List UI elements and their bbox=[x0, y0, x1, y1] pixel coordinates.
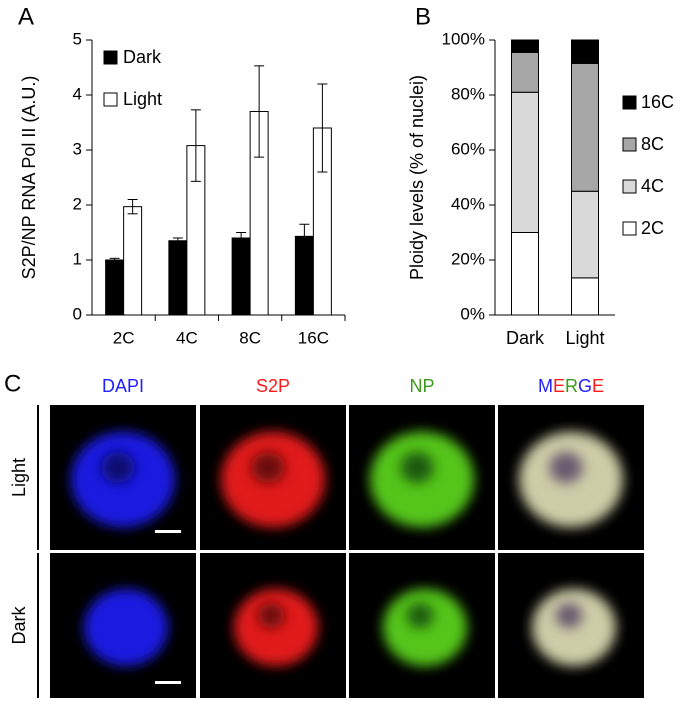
column-header: NP bbox=[409, 376, 434, 396]
y-axis-label: S2P/NP RNA Pol II (A.U.) bbox=[19, 76, 39, 280]
y-tick-label: 0 bbox=[73, 304, 82, 323]
legend-label: 8C bbox=[641, 134, 664, 154]
row-label: Light bbox=[9, 458, 29, 497]
nucleolus bbox=[101, 451, 135, 484]
y-tick-label: 1 bbox=[73, 249, 82, 268]
scale-bar bbox=[155, 530, 181, 533]
error-bar bbox=[317, 83, 328, 173]
error-bar bbox=[109, 257, 120, 263]
panel-label: C bbox=[4, 370, 21, 397]
legend-swatch bbox=[103, 50, 118, 65]
x-tick-label: Dark bbox=[506, 328, 545, 348]
bar-segment bbox=[511, 232, 539, 316]
error-bar bbox=[190, 109, 201, 182]
y-tick-label: 100% bbox=[442, 29, 485, 48]
legend-label: Light bbox=[123, 89, 162, 109]
y-tick-label: 4 bbox=[73, 84, 82, 103]
error-bar bbox=[172, 237, 183, 244]
legend-label: 16C bbox=[641, 92, 674, 112]
x-tick-label: 4C bbox=[176, 328, 198, 347]
bar bbox=[105, 259, 125, 316]
scale-bar bbox=[155, 681, 181, 684]
y-tick-label: 80% bbox=[451, 84, 485, 103]
y-tick-label: 40% bbox=[451, 194, 485, 213]
bar-segment bbox=[511, 91, 539, 233]
bar bbox=[123, 206, 143, 316]
nucleus bbox=[532, 588, 616, 667]
y-tick-label: 60% bbox=[451, 139, 485, 158]
legend-swatch bbox=[622, 179, 637, 194]
nucleolus bbox=[555, 602, 583, 629]
y-tick-label: 5 bbox=[73, 29, 82, 48]
bar-segment bbox=[571, 62, 599, 192]
column-header: DAPI bbox=[102, 376, 144, 396]
panel-label: B bbox=[415, 3, 431, 30]
x-tick-label: Light bbox=[565, 328, 604, 348]
nucleus bbox=[84, 588, 168, 667]
bar-segment bbox=[571, 39, 599, 64]
legend-swatch bbox=[103, 92, 118, 107]
error-bar bbox=[127, 199, 138, 215]
legend-label: 2C bbox=[641, 218, 664, 238]
nucleolus bbox=[251, 451, 285, 484]
y-tick-label: 20% bbox=[451, 249, 485, 268]
x-tick-label: 8C bbox=[239, 328, 261, 347]
header-letter: E bbox=[553, 376, 565, 396]
bar bbox=[231, 237, 251, 316]
bar bbox=[168, 240, 188, 316]
bar-segment bbox=[511, 51, 539, 93]
legend-label: 4C bbox=[641, 176, 664, 196]
header-letter: NP bbox=[409, 376, 434, 396]
column-header: MERGE bbox=[538, 376, 604, 396]
y-axis-label: Ploidy levels (% of nuclei) bbox=[407, 75, 427, 280]
error-bar bbox=[254, 65, 265, 158]
nucleus bbox=[234, 588, 318, 667]
nucleolus bbox=[400, 451, 434, 484]
nucleolus bbox=[257, 602, 285, 629]
legend-swatch bbox=[622, 137, 637, 152]
y-tick-label: 3 bbox=[73, 139, 82, 158]
column-header: S2P bbox=[256, 376, 290, 396]
y-tick-label: 0% bbox=[460, 304, 485, 323]
bar-segment bbox=[571, 190, 599, 279]
error-bar bbox=[236, 232, 247, 244]
bar-segment bbox=[571, 277, 599, 316]
header-letter: S2P bbox=[256, 376, 290, 396]
y-tick-label: 2 bbox=[73, 194, 82, 213]
x-tick-label: 16C bbox=[298, 328, 329, 347]
panel-label: A bbox=[18, 3, 34, 30]
legend-label: Dark bbox=[123, 47, 162, 67]
bar-segment bbox=[511, 39, 539, 53]
nucleus bbox=[383, 588, 467, 667]
header-letter: DAPI bbox=[102, 376, 144, 396]
header-letter: M bbox=[538, 376, 553, 396]
nucleolus bbox=[406, 602, 434, 629]
row-label: Dark bbox=[9, 606, 29, 645]
header-letter: R bbox=[565, 376, 578, 396]
x-tick-label: 2C bbox=[113, 328, 135, 347]
error-bar bbox=[299, 223, 310, 249]
nucleolus bbox=[549, 451, 583, 484]
header-letter: E bbox=[592, 376, 604, 396]
header-letter: G bbox=[578, 376, 592, 396]
legend-swatch bbox=[622, 221, 637, 236]
legend-swatch bbox=[622, 95, 637, 110]
